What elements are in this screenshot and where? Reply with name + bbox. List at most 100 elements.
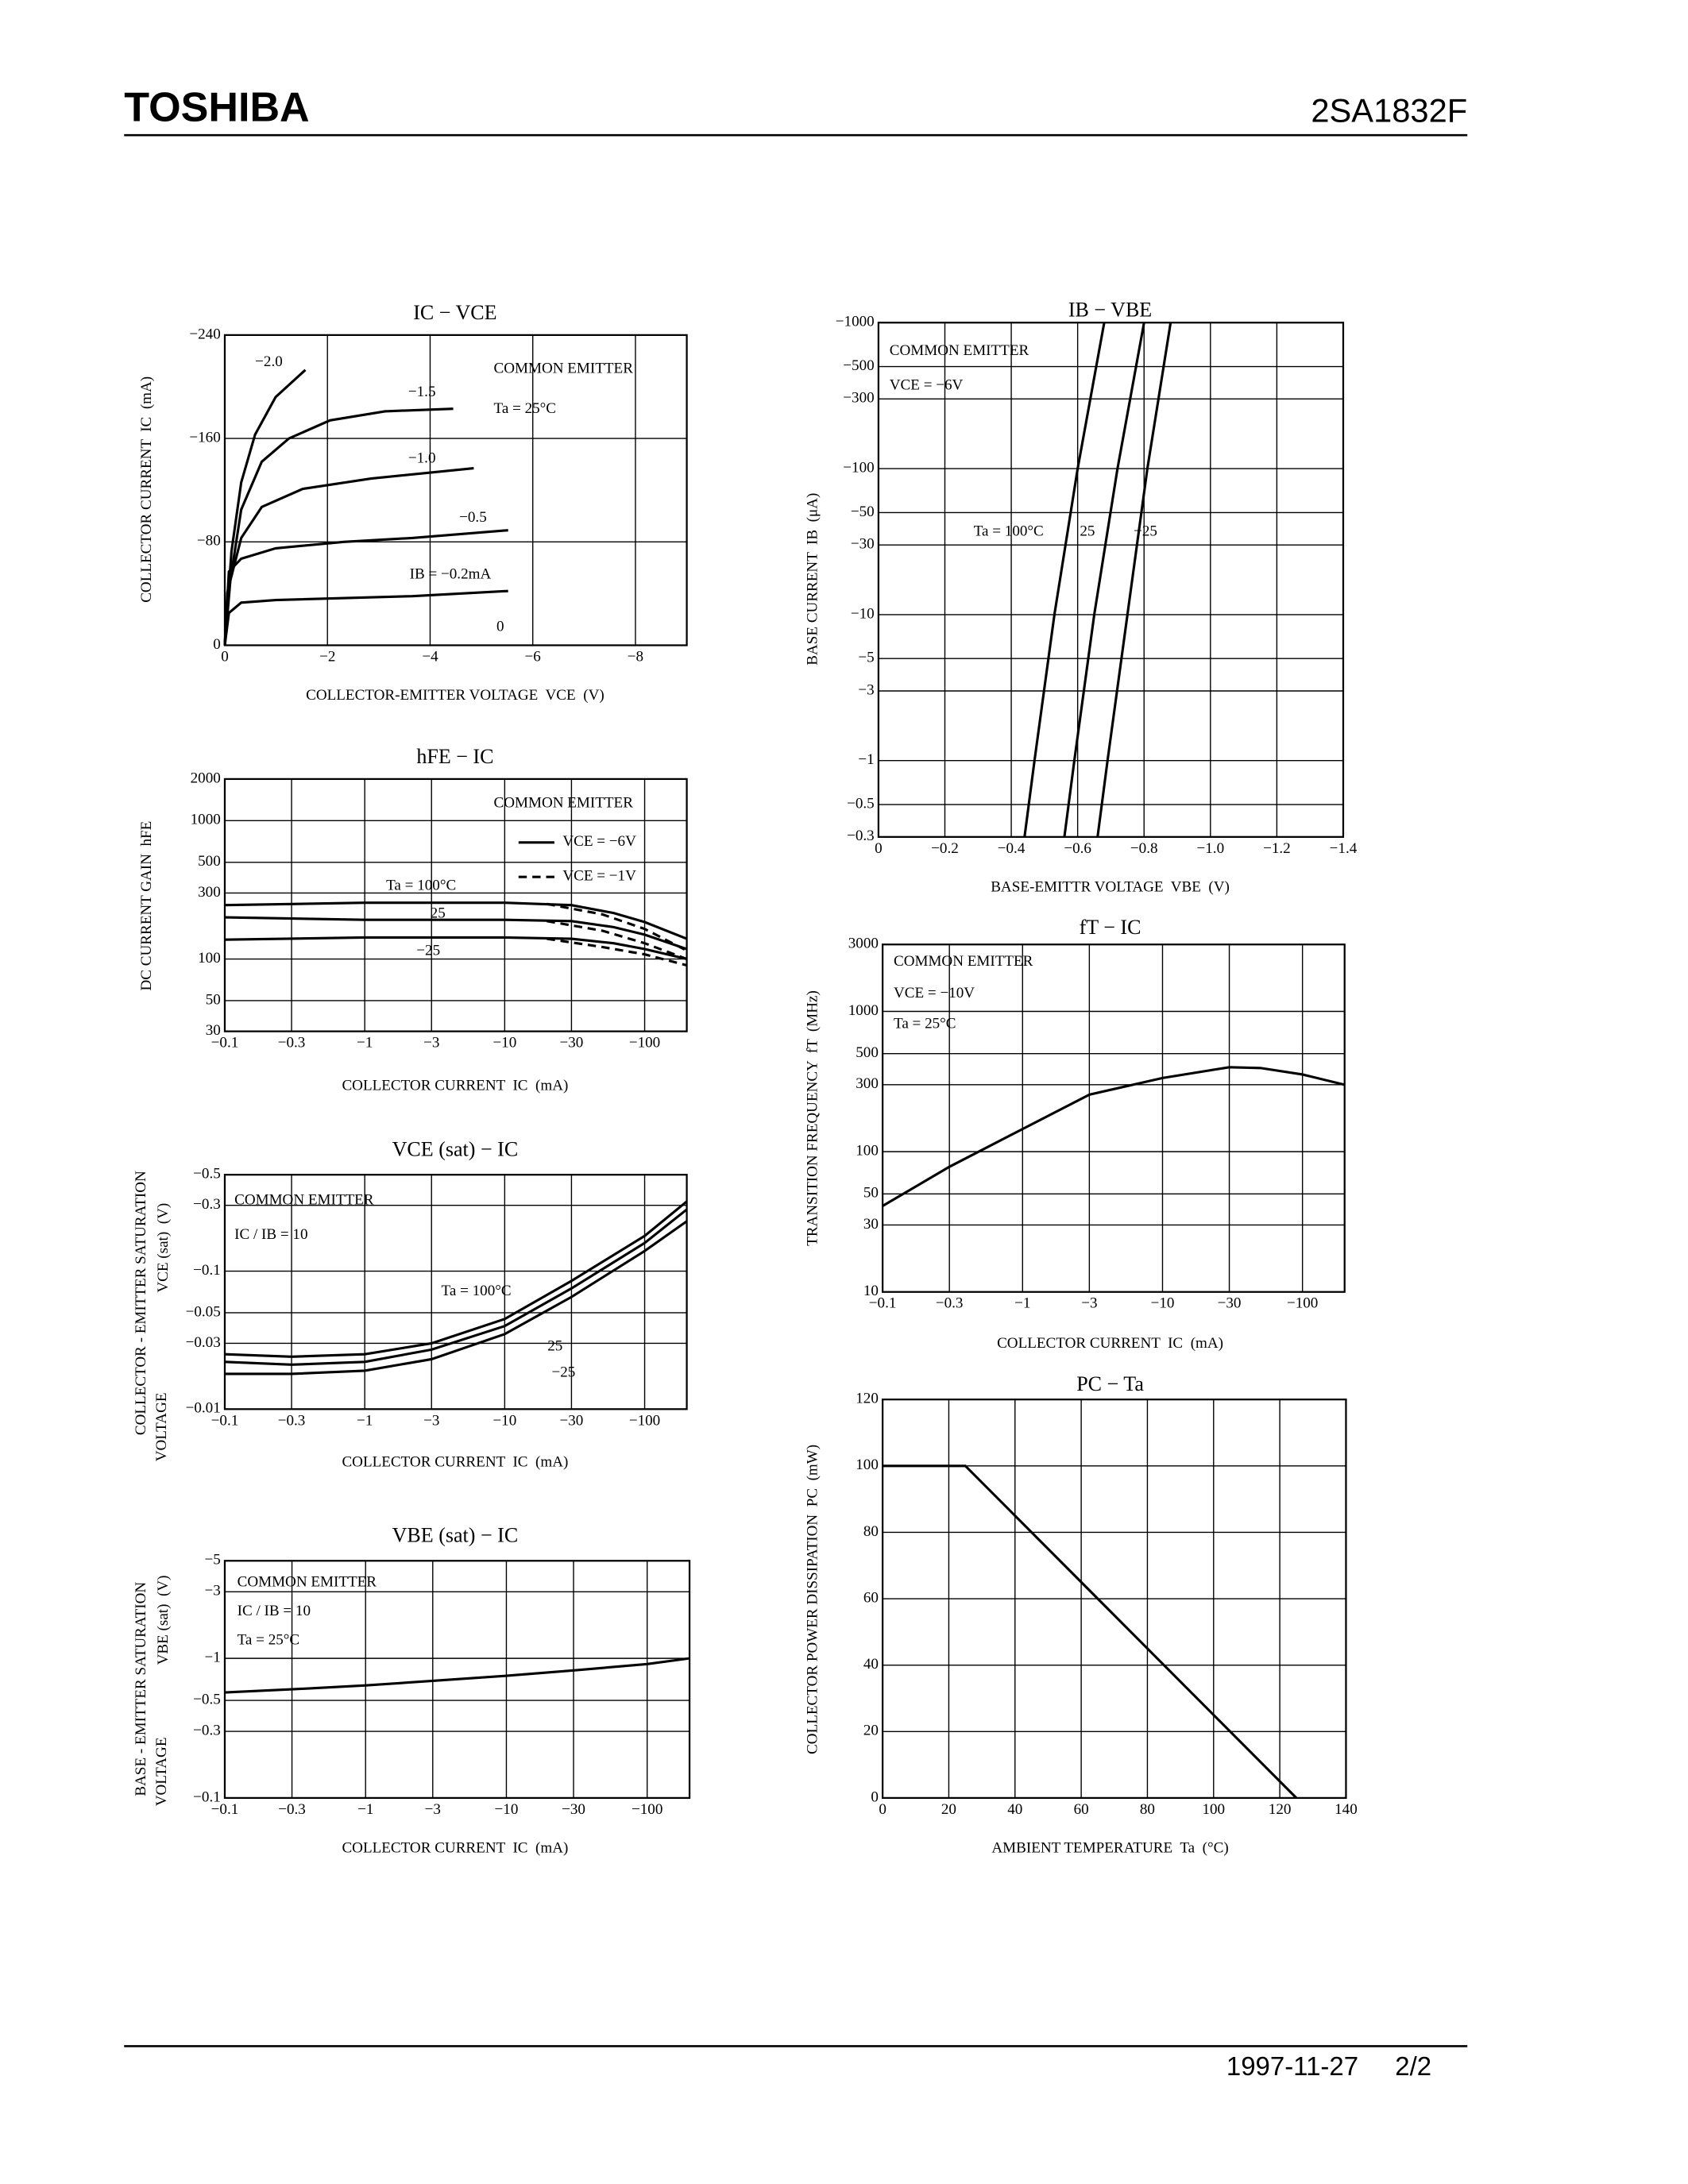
x-tick-label: −0.2 bbox=[931, 840, 959, 857]
y-tick-label: −0.3 bbox=[193, 1196, 221, 1213]
annotation: 0 bbox=[496, 618, 504, 635]
annotation: −25 bbox=[416, 942, 440, 959]
curve bbox=[224, 1200, 688, 1358]
annotation: −1.5 bbox=[408, 384, 436, 400]
y-tick-label: 500 bbox=[198, 853, 221, 870]
y-tick-label: −3 bbox=[858, 681, 874, 698]
annotation: Ta = 100°C bbox=[442, 1283, 512, 1299]
plot-frame bbox=[223, 334, 688, 646]
x-tick-label: −8 bbox=[628, 649, 643, 666]
y-axis-label: DC CURRENT GAIN hFE bbox=[138, 821, 155, 991]
x-tick-label: −0.4 bbox=[998, 840, 1026, 857]
x-tick-label: −1.0 bbox=[1197, 840, 1225, 857]
curve bbox=[547, 902, 688, 952]
annotation: Ta = 25°C bbox=[894, 1015, 956, 1032]
x-axis-label: COLLECTOR-EMITTER VOLTAGE VCE (V) bbox=[306, 687, 605, 704]
x-tick-label: −30 bbox=[562, 1801, 585, 1818]
x-tick-label: −10 bbox=[492, 1412, 516, 1429]
annotation: 25 bbox=[431, 905, 446, 921]
y-tick-label: −0.05 bbox=[186, 1303, 221, 1320]
x-tick-label: 60 bbox=[1074, 1801, 1089, 1818]
y-tick-label: −0.1 bbox=[193, 1788, 221, 1805]
x-tick-label: 40 bbox=[1007, 1801, 1022, 1818]
annotation: Ta = 25°C bbox=[494, 400, 557, 417]
y-tick-label: −3 bbox=[204, 1583, 220, 1599]
y-tick-label: 30 bbox=[863, 1216, 879, 1233]
y-tick-label: 300 bbox=[198, 884, 221, 901]
x-tick-label: −0.6 bbox=[1064, 840, 1091, 857]
curve bbox=[1023, 322, 1106, 838]
x-tick-label: −6 bbox=[525, 649, 541, 666]
y-tick-label: −0.01 bbox=[186, 1400, 221, 1417]
y-axis-label: BASE CURRENT IB (μA) bbox=[805, 493, 821, 666]
y-tick-label: 20 bbox=[863, 1723, 879, 1739]
curve bbox=[224, 1220, 688, 1376]
date: 1997-11-27 bbox=[1226, 2051, 1358, 2081]
annotation: −2.0 bbox=[255, 353, 283, 370]
page-number: 2/2 bbox=[1395, 2051, 1431, 2081]
x-tick-label: −3 bbox=[1081, 1295, 1097, 1312]
x-tick-label: −0.3 bbox=[278, 1412, 306, 1429]
y-tick-label: −0.03 bbox=[186, 1334, 221, 1351]
curve bbox=[224, 1657, 690, 1694]
curve bbox=[223, 589, 508, 646]
annotation: COMMON EMITTER bbox=[894, 953, 1033, 970]
annotation: −0.5 bbox=[459, 509, 487, 526]
y-axis-label: VOLTAGE bbox=[153, 1738, 170, 1807]
y-tick-label: −5 bbox=[204, 1552, 220, 1569]
y-tick-label: −0.5 bbox=[193, 1166, 221, 1183]
x-tick-label: −2 bbox=[319, 649, 335, 666]
x-axis-label: COLLECTOR CURRENT IC (mA) bbox=[342, 1077, 568, 1094]
y-axis-label: TRANSITION FREQUENCY fT (MHz) bbox=[805, 990, 821, 1246]
y-tick-label: −100 bbox=[843, 459, 874, 476]
x-tick-label: −100 bbox=[1287, 1295, 1318, 1312]
annotation: VCE = −6V bbox=[890, 376, 964, 393]
curve bbox=[882, 1066, 1346, 1207]
annotation: −25 bbox=[551, 1364, 575, 1381]
x-tick-label: −1.2 bbox=[1263, 840, 1291, 857]
x-tick-label: 0 bbox=[875, 840, 883, 857]
annotation: Ta = 100°C bbox=[386, 878, 456, 894]
y-tick-label: 40 bbox=[863, 1656, 879, 1673]
y-axis-label: BASE - EMITTER SATURATION bbox=[133, 1582, 149, 1796]
y-tick-label: 3000 bbox=[848, 936, 879, 952]
x-tick-label: −10 bbox=[492, 1035, 516, 1051]
annotation: VCE = −10V bbox=[894, 985, 975, 1001]
annotation: COMMON EMITTER bbox=[494, 795, 634, 812]
plot-frame bbox=[223, 1560, 691, 1800]
annotation: 25 bbox=[547, 1338, 562, 1355]
x-tick-label: −0.1 bbox=[211, 1035, 239, 1051]
chart-title: hFE − IC bbox=[416, 745, 493, 768]
y-tick-label: 500 bbox=[856, 1044, 879, 1061]
y-axis-label: VBE (sat) (V) bbox=[155, 1576, 172, 1665]
curve bbox=[224, 936, 687, 961]
x-tick-label: 0 bbox=[221, 649, 229, 666]
x-tick-label: −3 bbox=[425, 1801, 441, 1818]
x-axis-label: COLLECTOR CURRENT IC (mA) bbox=[997, 1335, 1223, 1352]
curve bbox=[223, 529, 508, 646]
y-tick-label: 300 bbox=[856, 1075, 879, 1092]
x-tick-label: 20 bbox=[941, 1801, 956, 1818]
plot-frame bbox=[881, 943, 1346, 1293]
y-tick-label: 1000 bbox=[191, 812, 221, 828]
annotation: −1.0 bbox=[408, 450, 436, 467]
x-tick-label: −1.4 bbox=[1330, 840, 1358, 857]
y-tick-label: −0.3 bbox=[847, 828, 875, 844]
annotation: Ta = 100°C bbox=[974, 523, 1044, 540]
y-tick-label: −80 bbox=[197, 533, 221, 550]
annotation: IC / IB = 10 bbox=[234, 1226, 307, 1243]
y-tick-label: −5 bbox=[858, 650, 874, 666]
x-tick-label: −0.8 bbox=[1130, 840, 1158, 857]
chart-title: fT − IC bbox=[1080, 916, 1141, 939]
annotation: IC / IB = 10 bbox=[238, 1603, 311, 1619]
x-tick-label: −0.1 bbox=[211, 1801, 239, 1818]
chart-title: PC − Ta bbox=[1076, 1372, 1144, 1395]
y-tick-label: −10 bbox=[851, 605, 875, 622]
x-tick-label: 120 bbox=[1269, 1801, 1292, 1818]
y-tick-label: −0.5 bbox=[193, 1691, 221, 1707]
part-number: 2SA1832F bbox=[1311, 91, 1467, 129]
y-tick-label: −30 bbox=[851, 536, 875, 553]
x-tick-label: −3 bbox=[423, 1035, 439, 1051]
y-tick-label: −1 bbox=[204, 1650, 220, 1666]
